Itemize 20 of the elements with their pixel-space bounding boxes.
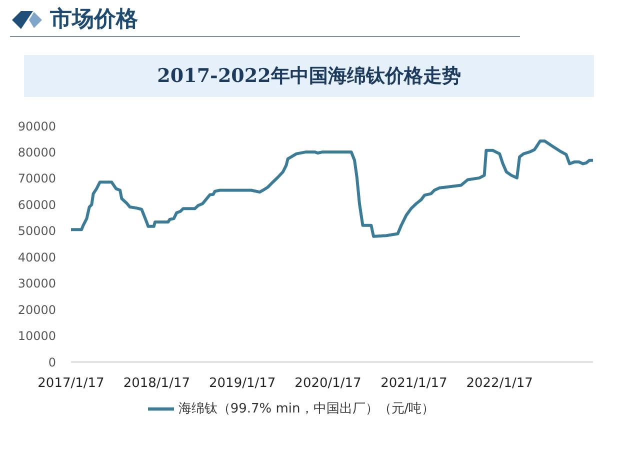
- y-tick-label: 40000: [18, 250, 56, 264]
- y-tick-label: 20000: [18, 302, 56, 317]
- chart-title: 2017-2022年中国海绵钛价格走势: [24, 55, 594, 97]
- y-tick-label: 60000: [18, 198, 56, 212]
- x-tick-label: 2022/1/17: [466, 376, 533, 392]
- x-tick-label: 2017/1/17: [38, 376, 104, 392]
- y-tick-label: 10000: [18, 329, 56, 344]
- y-tick-label: 30000: [18, 276, 56, 291]
- line-series: [71, 139, 593, 238]
- x-tick-label: 2018/1/17: [123, 376, 190, 392]
- y-tick-label: 70000: [18, 172, 56, 186]
- y-tick-label: 80000: [18, 145, 56, 160]
- legend-label: 海绵钛（99.7% min，中国出厂）（元/吨）: [178, 402, 435, 417]
- y-tick-label: 0: [48, 355, 56, 370]
- y-tick-label: 90000: [18, 119, 56, 134]
- text: 市场价格: [50, 6, 138, 34]
- x-tick-label: 2021/1/17: [380, 376, 448, 392]
- y-tick-label: 50000: [18, 224, 56, 238]
- x-tick-label: 2019/1/17: [209, 376, 276, 392]
- x-tick-label: 2020/1/17: [294, 376, 362, 392]
